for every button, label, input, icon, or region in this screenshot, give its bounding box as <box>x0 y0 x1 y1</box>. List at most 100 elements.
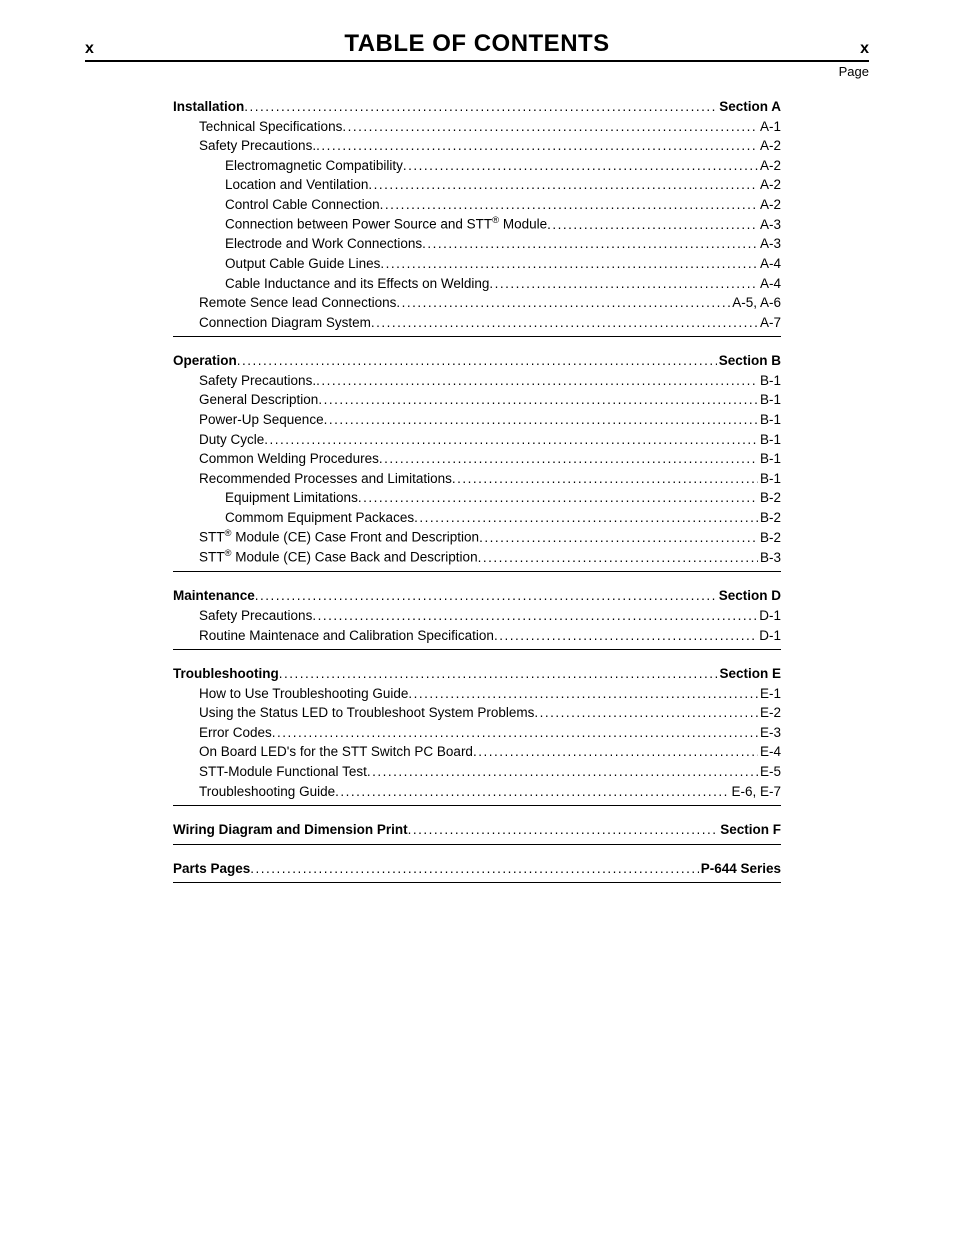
page-column-label: Page <box>85 64 869 79</box>
toc-leader-dots <box>380 254 758 274</box>
toc-entry: Cable Inductance and its Effects on Weld… <box>173 274 781 294</box>
toc-content: InstallationSection ATechnical Specifica… <box>85 97 869 883</box>
toc-entry-label: STT-Module Functional Test <box>199 762 367 782</box>
toc-entry: Location and VentilationA-2 <box>173 175 781 195</box>
toc-leader-dots <box>237 351 717 371</box>
toc-entry-label: Connection between Power Source and STT®… <box>225 214 547 234</box>
page-title: TABLE OF CONTENTS <box>125 30 829 58</box>
toc-section-group: InstallationSection ATechnical Specifica… <box>173 97 781 337</box>
toc-section-heading: Maintenance Section D <box>173 586 781 606</box>
toc-entry-label: On Board LED's for the STT Switch PC Boa… <box>199 742 473 762</box>
toc-entry-label: Remote Sence lead Connections <box>199 293 396 313</box>
toc-entry: On Board LED's for the STT Switch PC Boa… <box>173 742 781 762</box>
toc-entry-page: B-2 <box>758 528 781 548</box>
toc-entry-label: Routine Maintenace and Calibration Speci… <box>199 626 494 646</box>
toc-entry-label: Installation <box>173 97 244 117</box>
toc-entry-label: Troubleshooting Guide <box>199 782 335 802</box>
toc-entry: How to Use Troubleshooting GuideE-1 <box>173 684 781 704</box>
toc-entry: Technical SpecificationsA-1 <box>173 117 781 137</box>
toc-entry-page: B-2 <box>758 508 781 528</box>
toc-entry-page: A-1 <box>758 117 781 137</box>
toc-leader-dots <box>279 664 718 684</box>
toc-entry-page: B-1 <box>758 390 781 410</box>
toc-entry-page: D-1 <box>757 626 781 646</box>
toc-entry: Electromagnetic CompatibilityA-2 <box>173 156 781 176</box>
toc-entry: Output Cable Guide LinesA-4 <box>173 254 781 274</box>
toc-leader-dots <box>272 723 758 743</box>
toc-entry: Error Codes E-3 <box>173 723 781 743</box>
toc-entry-page: B-2 <box>758 488 781 508</box>
toc-entry-label: Safety Precautions <box>199 606 312 626</box>
toc-leader-dots <box>367 762 758 782</box>
toc-entry-label: Cable Inductance and its Effects on Weld… <box>225 274 489 294</box>
toc-entry-page: E-3 <box>758 723 781 743</box>
toc-entry-page: B-1 <box>758 430 781 450</box>
toc-leader-dots <box>534 703 758 723</box>
toc-entry: Safety Precautions.B-1 <box>173 371 781 391</box>
toc-leader-dots <box>479 528 758 548</box>
toc-leader-dots <box>396 293 730 313</box>
toc-entry-page: Section F <box>718 820 781 840</box>
toc-entry-page: A-4 <box>758 274 781 294</box>
toc-entry: Equipment LimitationsB-2 <box>173 488 781 508</box>
toc-entry-page: B-1 <box>758 371 781 391</box>
toc-entry: STT-Module Functional TestE-5 <box>173 762 781 782</box>
toc-entry-label: Using the Status LED to Troubleshoot Sys… <box>199 703 534 723</box>
toc-entry-label: Recommended Processes and Limitations <box>199 469 452 489</box>
toc-section-group: Wiring Diagram and Dimension Print Sectio… <box>173 820 781 845</box>
toc-entry-page: A-3 <box>758 234 781 254</box>
toc-entry-label: STT® Module (CE) Case Back and Descripti… <box>199 547 478 567</box>
toc-leader-dots <box>414 508 758 528</box>
toc-entry-label: Parts Pages <box>173 859 250 879</box>
toc-section-group: Maintenance Section D Safety Precautions D-… <box>173 586 781 650</box>
toc-leader-dots <box>335 782 729 802</box>
toc-leader-dots <box>494 626 757 646</box>
toc-entry-label: Electromagnetic Compatibility <box>225 156 403 176</box>
toc-entry-page: D-1 <box>757 606 781 626</box>
toc-entry: Remote Sence lead Connections A-5, A-6 <box>173 293 781 313</box>
toc-leader-dots <box>324 410 758 430</box>
toc-entry-page: E-2 <box>758 703 781 723</box>
toc-leader-dots <box>547 215 758 235</box>
toc-entry-label: Duty Cycle <box>199 430 264 450</box>
toc-leader-dots <box>368 175 758 195</box>
toc-entry: General Description B-1 <box>173 390 781 410</box>
toc-entry-page: E-4 <box>758 742 781 762</box>
toc-leader-dots <box>342 117 758 137</box>
toc-entry: Routine Maintenace and Calibration Speci… <box>173 626 781 646</box>
toc-entry-page: A-2 <box>758 136 781 156</box>
toc-section-heading: InstallationSection A <box>173 97 781 117</box>
toc-entry: Commom Equipment Packaces B-2 <box>173 508 781 528</box>
toc-entry-label: Error Codes <box>199 723 272 743</box>
toc-entry-label: How to Use Troubleshooting Guide <box>199 684 408 704</box>
toc-entry: Duty Cycle B-1 <box>173 430 781 450</box>
toc-leader-dots <box>250 859 698 879</box>
toc-entry: STT® Module (CE) Case Front and Descript… <box>173 527 781 547</box>
toc-leader-dots <box>244 97 717 117</box>
toc-entry-label: STT® Module (CE) Case Front and Descript… <box>199 527 479 547</box>
toc-entry-page: A-5, A-6 <box>730 293 781 313</box>
toc-entry-page: B-1 <box>758 469 781 489</box>
toc-leader-dots <box>408 820 719 840</box>
toc-entry-page: Section D <box>717 586 781 606</box>
toc-entry: Safety Precautions. A-2 <box>173 136 781 156</box>
toc-entry: Control Cable ConnectionA-2 <box>173 195 781 215</box>
page: x TABLE OF CONTENTS x Page InstallationS… <box>0 0 954 1235</box>
toc-entry: Common Welding ProceduresB-1 <box>173 449 781 469</box>
toc-entry-label: Wiring Diagram and Dimension Print <box>173 820 408 840</box>
toc-entry-label: Safety Precautions. <box>199 136 316 156</box>
toc-entry-label: Connection Diagram System <box>199 313 371 333</box>
toc-entry-label: Power-Up Sequence <box>199 410 324 430</box>
toc-entry: Power-Up SequenceB-1 <box>173 410 781 430</box>
toc-entry-label: Maintenance <box>173 586 255 606</box>
toc-entry-label: Commom Equipment Packaces <box>225 508 414 528</box>
toc-entry-page: A-2 <box>758 195 781 215</box>
toc-section-heading: Parts PagesP-644 Series <box>173 859 781 879</box>
toc-leader-dots <box>478 548 758 568</box>
toc-leader-dots <box>358 488 758 508</box>
toc-entry-label: General Description <box>199 390 318 410</box>
toc-entry-label: Operation <box>173 351 237 371</box>
toc-entry-label: Common Welding Procedures <box>199 449 379 469</box>
toc-leader-dots <box>255 586 717 606</box>
toc-leader-dots <box>316 136 758 156</box>
